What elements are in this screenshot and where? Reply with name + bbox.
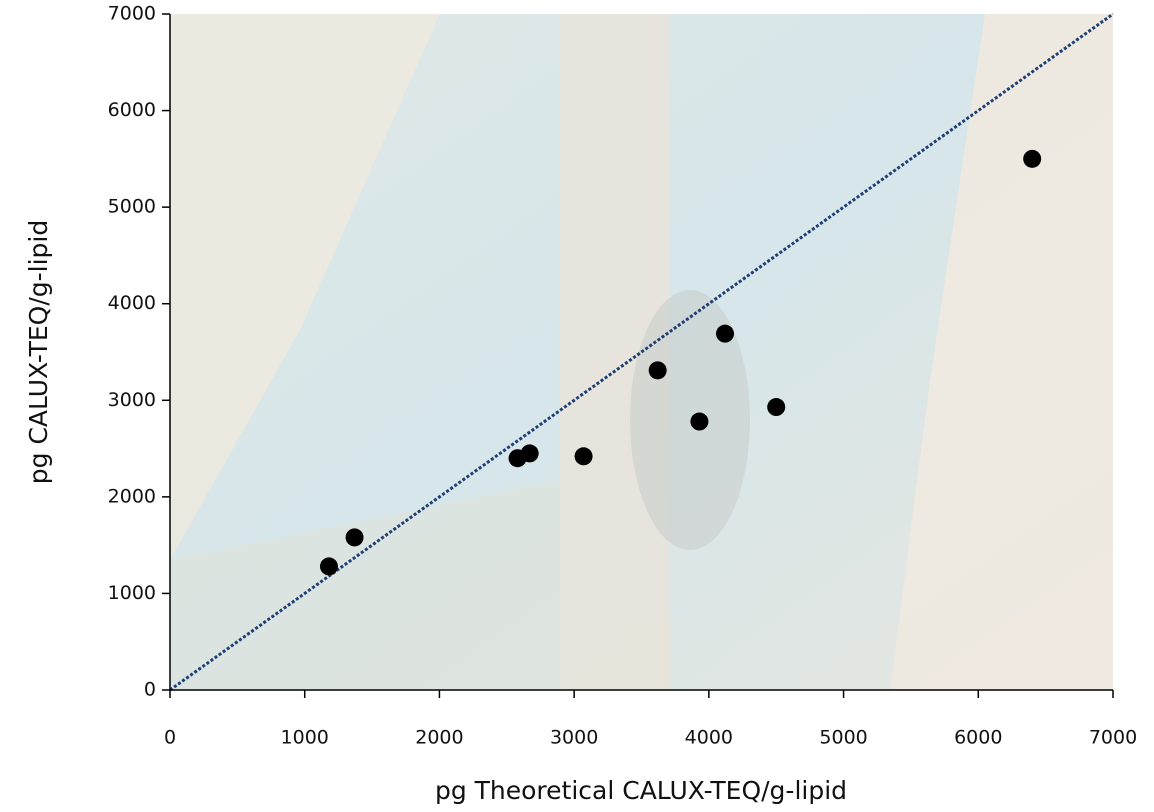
x-tick-label: 6000 — [954, 727, 1002, 749]
x-tick-label: 5000 — [819, 727, 867, 749]
reference-line — [169, 12, 1114, 692]
data-point — [520, 444, 539, 463]
data-point — [648, 361, 667, 380]
data-point — [716, 324, 735, 343]
x-tick-label: 0 — [164, 727, 176, 749]
data-point — [574, 447, 593, 466]
x-axis-title: pg Theoretical CALUX-TEQ/g-lipid — [435, 776, 847, 805]
x-tick-label: 2000 — [415, 727, 463, 749]
data-point — [1023, 149, 1042, 168]
data-point — [690, 412, 709, 431]
y-tick-label: 6000 — [108, 99, 156, 121]
y-tick-label: 7000 — [108, 3, 156, 25]
x-tick-label: 3000 — [550, 727, 598, 749]
x-tick-label: 1000 — [281, 727, 329, 749]
x-tick-label: 4000 — [685, 727, 733, 749]
data-point — [345, 528, 364, 547]
y-tick-label: 5000 — [108, 196, 156, 218]
data-point — [319, 557, 338, 576]
y-tick-label: 0 — [144, 679, 156, 701]
y-tick-label: 3000 — [108, 389, 156, 411]
y-tick-label: 4000 — [108, 292, 156, 314]
data-point — [767, 398, 786, 417]
y-tick-label: 2000 — [108, 485, 156, 507]
x-tick-label: 7000 — [1089, 727, 1137, 749]
y-axis-title: pg CALUX-TEQ/g-lipid — [24, 220, 53, 484]
plot-area: 0 1000 2000 3000 4000 5000 6000 7000 0 1000 2000 30… — [108, 3, 1138, 749]
y-tick-label: 1000 — [108, 582, 156, 604]
